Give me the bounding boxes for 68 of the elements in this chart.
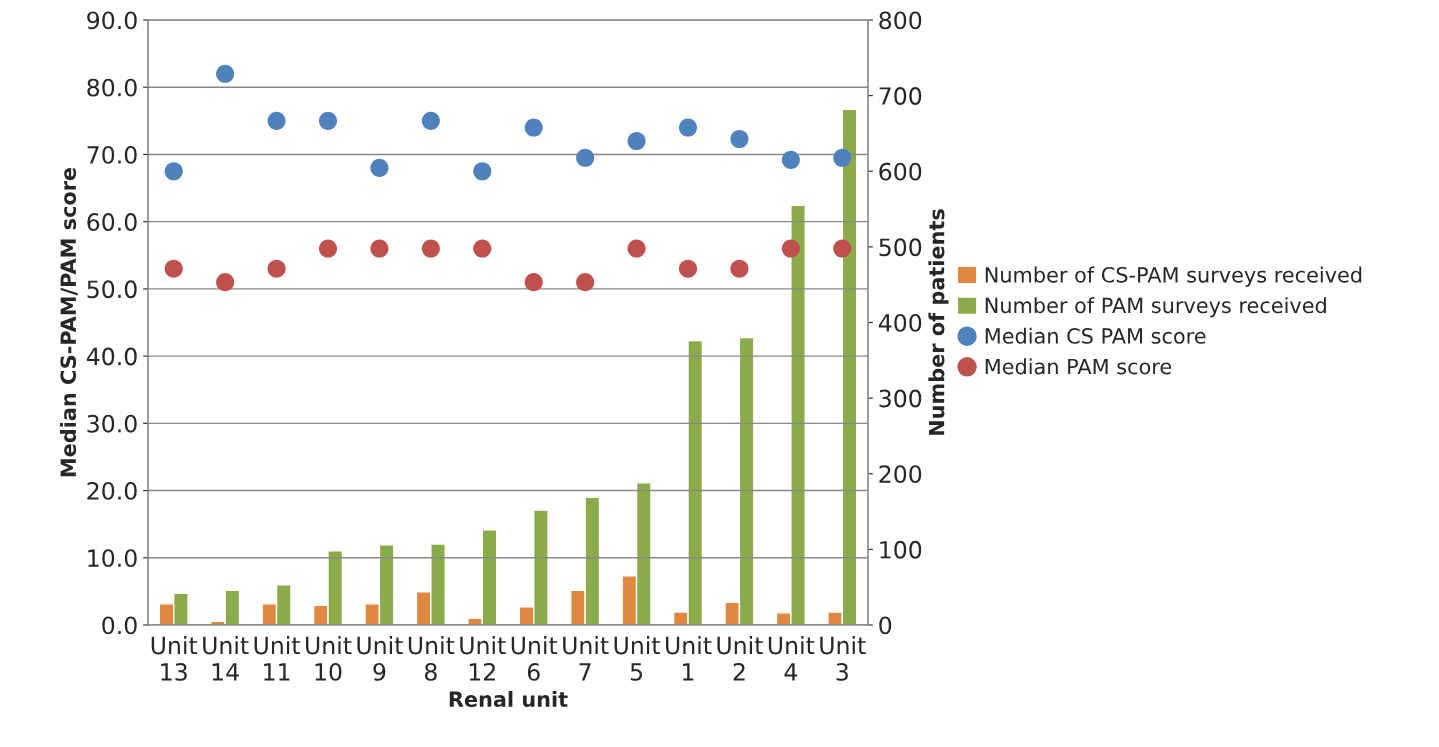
x-tick-label: Unit 4: [768, 636, 815, 681]
y2-tick-label: 600: [879, 162, 922, 181]
point: [576, 148, 595, 167]
point: [370, 239, 389, 258]
point: [781, 150, 800, 169]
y2-tick-label: 300: [879, 389, 922, 408]
point: [267, 259, 286, 278]
legend-label: Median CS PAM score: [985, 327, 1206, 344]
point: [318, 111, 338, 130]
y-tick-label: 60.0: [87, 213, 137, 231]
y2-tick-label: 700: [879, 87, 922, 105]
y-tick-label: 0.0: [102, 616, 137, 635]
point: [473, 239, 492, 258]
point: [730, 259, 749, 278]
point: [370, 158, 389, 177]
legend-label: Number of CS-PAM surveys received: [985, 266, 1362, 287]
x-tick-label: Unit 6: [511, 636, 558, 681]
point: [216, 273, 235, 292]
x-tick-label: Unit 14: [203, 636, 249, 681]
y2-tick-label: 400: [878, 313, 922, 332]
x-tick-label: Unit 7: [563, 636, 609, 681]
x-tick-label: Unit 9: [357, 636, 403, 681]
legend-label: Number of PAM surveys received: [985, 297, 1326, 318]
y2-tick-label: 100: [880, 540, 922, 559]
x-tick-label: Unit 10: [306, 636, 352, 681]
y-tick-label: 40.0: [86, 347, 137, 366]
point: [318, 239, 338, 258]
y-tick-label: 10.0: [88, 549, 137, 568]
point: [524, 118, 543, 137]
x-tick-label: Unit 11: [254, 636, 301, 681]
point: [781, 239, 800, 258]
x-tick-label: Unit 3: [820, 636, 866, 681]
point: [164, 162, 183, 181]
y-tick-label: 20.0: [87, 482, 137, 500]
point: [524, 273, 543, 292]
y-tick-label: 30.0: [87, 414, 137, 433]
point: [216, 64, 235, 83]
x-tick-label: Unit 13: [151, 636, 198, 681]
point: [678, 118, 698, 137]
y-axis-title: Median CS-PAM/PAM score: [59, 167, 78, 477]
point: [678, 259, 698, 278]
x-tick-label: Unit 8: [408, 636, 455, 681]
y-tick-label: 80.0: [87, 78, 137, 97]
point: [627, 131, 646, 151]
point: [421, 111, 440, 130]
x-tick-label: Unit 1: [666, 636, 712, 681]
point: [267, 111, 286, 130]
x-tick-label: Unit 12: [460, 636, 506, 681]
point: [473, 162, 492, 181]
x-tick-label: Unit 2: [717, 636, 763, 681]
y2-axis-title: Number of patients: [928, 209, 949, 435]
point: [576, 273, 595, 292]
point: [833, 148, 852, 167]
point: [164, 259, 183, 278]
y2-tick-label: 0: [879, 616, 892, 635]
y2-tick-label: 200: [879, 465, 922, 484]
point: [833, 239, 852, 258]
y2-tick-label: 800: [879, 11, 922, 30]
legend-label: Median PAM score: [985, 358, 1172, 375]
y-tick-label: 90.0: [87, 11, 137, 30]
point: [730, 129, 749, 149]
y-tick-label: 70.0: [87, 145, 137, 164]
point: [421, 239, 440, 258]
y-tick-label: 50.0: [87, 280, 137, 299]
x-tick-label: Unit 5: [614, 636, 661, 681]
y2-tick-label: 500: [879, 238, 922, 257]
x-axis-title: Renal unit: [449, 690, 568, 708]
point: [627, 239, 646, 258]
